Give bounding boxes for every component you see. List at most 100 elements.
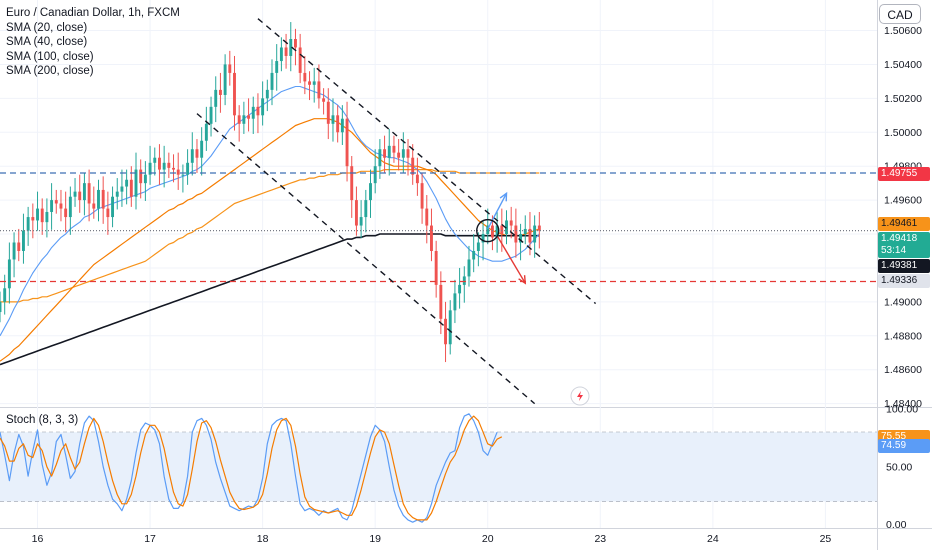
candle bbox=[0, 301, 2, 313]
candle bbox=[172, 167, 175, 170]
candle bbox=[209, 106, 213, 124]
candle bbox=[444, 318, 447, 345]
candle bbox=[214, 89, 218, 107]
candle bbox=[509, 220, 513, 226]
candle bbox=[59, 203, 63, 209]
candle bbox=[481, 234, 485, 243]
price-tag-sma40: 1.49461 bbox=[878, 216, 930, 231]
candle bbox=[176, 169, 180, 175]
price-tag-last: 1.49418 53:14 bbox=[878, 231, 930, 258]
price-tick-label: 1.48600 bbox=[884, 364, 922, 376]
candle bbox=[26, 217, 30, 231]
candle bbox=[275, 61, 279, 73]
candle bbox=[383, 149, 387, 158]
candle bbox=[326, 101, 330, 124]
channel-lower bbox=[196, 113, 536, 405]
candle bbox=[97, 189, 100, 209]
candle bbox=[7, 259, 11, 289]
candle bbox=[45, 211, 49, 223]
candle bbox=[401, 149, 405, 158]
stoch-tick-label: 0.00 bbox=[886, 519, 907, 531]
candle bbox=[303, 72, 307, 82]
candle bbox=[73, 191, 77, 197]
candle bbox=[453, 293, 457, 311]
candle bbox=[134, 169, 138, 197]
candle bbox=[308, 81, 311, 85]
candle bbox=[500, 225, 504, 235]
candle bbox=[331, 115, 335, 124]
price-tag-sma20: 1.49336 bbox=[878, 273, 930, 288]
candle bbox=[265, 89, 269, 99]
sma20-line bbox=[0, 85, 540, 337]
candle bbox=[242, 115, 246, 124]
candle bbox=[223, 64, 227, 95]
time-tick-label: 18 bbox=[257, 533, 269, 545]
legend-sma40[interactable]: SMA (40, close) bbox=[6, 36, 88, 48]
candle bbox=[397, 152, 401, 158]
candle bbox=[350, 166, 354, 201]
candle bbox=[36, 208, 39, 221]
candle bbox=[406, 149, 410, 158]
candle bbox=[519, 234, 523, 243]
time-axis[interactable]: 16 17 18 19 20 23 24 25 bbox=[32, 533, 832, 545]
price-tick-label: 1.48800 bbox=[884, 330, 922, 342]
candle bbox=[359, 217, 363, 226]
price-axis[interactable]: 1.484001.486001.488001.490001.496001.498… bbox=[884, 25, 922, 531]
candle bbox=[143, 174, 147, 184]
stoch-band bbox=[0, 432, 877, 502]
sma40-line bbox=[0, 118, 540, 362]
candle bbox=[247, 115, 251, 119]
candle bbox=[200, 140, 204, 158]
symbol-title[interactable]: Euro / Canadian Dollar, 1h, FXCM bbox=[6, 7, 180, 19]
candle bbox=[78, 191, 82, 201]
time-tick-label: 23 bbox=[594, 533, 606, 545]
stoch-legend[interactable]: Stoch (8, 3, 3) bbox=[6, 414, 79, 426]
candle bbox=[204, 123, 208, 141]
price-tick-label: 1.50600 bbox=[884, 25, 922, 37]
candle bbox=[472, 250, 476, 260]
stoch-pane[interactable] bbox=[0, 413, 503, 523]
candle bbox=[40, 208, 44, 223]
time-tick-label: 16 bbox=[32, 533, 44, 545]
candle bbox=[195, 149, 199, 158]
candle bbox=[92, 203, 96, 209]
candle bbox=[111, 196, 115, 218]
candle bbox=[495, 225, 499, 238]
price-tick-label: 1.50000 bbox=[884, 127, 922, 139]
candle bbox=[279, 47, 283, 62]
price-tick-label: 1.50400 bbox=[884, 59, 922, 71]
legend-sma200[interactable]: SMA (200, close) bbox=[6, 65, 94, 77]
candle bbox=[21, 230, 25, 251]
candle bbox=[317, 81, 321, 99]
candle bbox=[411, 157, 415, 175]
chart-legend: Euro / Canadian Dollar, 1h, FXCM SMA (20… bbox=[6, 6, 180, 79]
legend-sma20[interactable]: SMA (20, close) bbox=[6, 21, 88, 34]
candle bbox=[218, 89, 222, 95]
candle bbox=[115, 191, 119, 197]
legend-sma100[interactable]: SMA (100, close) bbox=[6, 50, 94, 63]
candle bbox=[430, 225, 433, 251]
stoch-tick-label: 100.00 bbox=[886, 404, 918, 416]
candle bbox=[528, 228, 532, 243]
price-tick-label: 1.49600 bbox=[884, 195, 922, 207]
currency-button[interactable]: CAD bbox=[879, 4, 921, 24]
candle bbox=[129, 179, 133, 197]
candle bbox=[186, 162, 190, 175]
candle bbox=[322, 98, 326, 102]
candle bbox=[345, 118, 349, 167]
candle bbox=[54, 200, 58, 204]
stoch-d-line bbox=[0, 415, 503, 521]
candle bbox=[251, 106, 255, 119]
candle bbox=[458, 284, 462, 294]
candle bbox=[190, 149, 194, 163]
sma100-line bbox=[0, 169, 540, 303]
candle bbox=[148, 162, 152, 175]
last-price-value: 1.49418 bbox=[881, 232, 918, 244]
candle bbox=[153, 157, 157, 163]
candle bbox=[162, 162, 166, 170]
candle bbox=[158, 157, 161, 170]
candle bbox=[364, 200, 368, 218]
price-pane[interactable] bbox=[0, 18, 877, 406]
candle bbox=[467, 259, 471, 277]
